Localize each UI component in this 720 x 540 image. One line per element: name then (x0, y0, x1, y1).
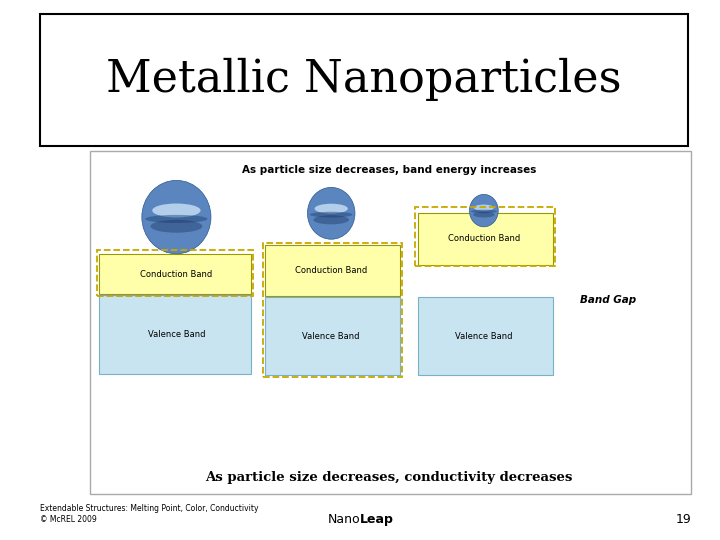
Bar (97, 250, 253, 296)
Bar (263, 243, 402, 377)
Ellipse shape (310, 212, 353, 218)
Bar (265, 245, 400, 296)
Text: As particle size decreases, conductivity decreases: As particle size decreases, conductivity… (205, 471, 572, 484)
Bar (415, 207, 555, 266)
Bar (418, 213, 553, 265)
Text: Metallic Nanoparticles: Metallic Nanoparticles (106, 58, 621, 101)
Ellipse shape (307, 187, 355, 239)
Text: Conduction Band: Conduction Band (140, 269, 212, 279)
Ellipse shape (471, 210, 497, 213)
Ellipse shape (152, 204, 201, 218)
Text: As particle size decreases, band energy increases: As particle size decreases, band energy … (242, 165, 536, 175)
Text: Valence Band: Valence Band (455, 332, 513, 341)
Bar (90, 151, 691, 494)
Ellipse shape (474, 205, 494, 211)
Bar (418, 297, 553, 375)
Ellipse shape (473, 212, 495, 218)
Bar (99, 295, 251, 374)
Bar (99, 254, 251, 294)
Ellipse shape (315, 204, 348, 213)
Text: 19: 19 (675, 513, 691, 526)
Text: Conduction Band: Conduction Band (295, 266, 367, 275)
Text: Nano: Nano (328, 513, 360, 526)
Text: Valence Band: Valence Band (302, 332, 360, 341)
Ellipse shape (150, 220, 202, 233)
Text: Conduction Band: Conduction Band (448, 234, 520, 244)
Ellipse shape (469, 194, 498, 227)
Text: Leap: Leap (360, 513, 394, 526)
Text: Valence Band: Valence Band (148, 330, 205, 339)
Text: Band Gap: Band Gap (580, 295, 636, 305)
Ellipse shape (142, 180, 211, 254)
Bar (265, 297, 400, 375)
Ellipse shape (145, 215, 207, 223)
Ellipse shape (313, 215, 349, 224)
Bar (40, 14, 688, 146)
Text: Extendable Structures: Melting Point, Color, Conductivity
© McREL 2009: Extendable Structures: Melting Point, Co… (40, 504, 258, 524)
